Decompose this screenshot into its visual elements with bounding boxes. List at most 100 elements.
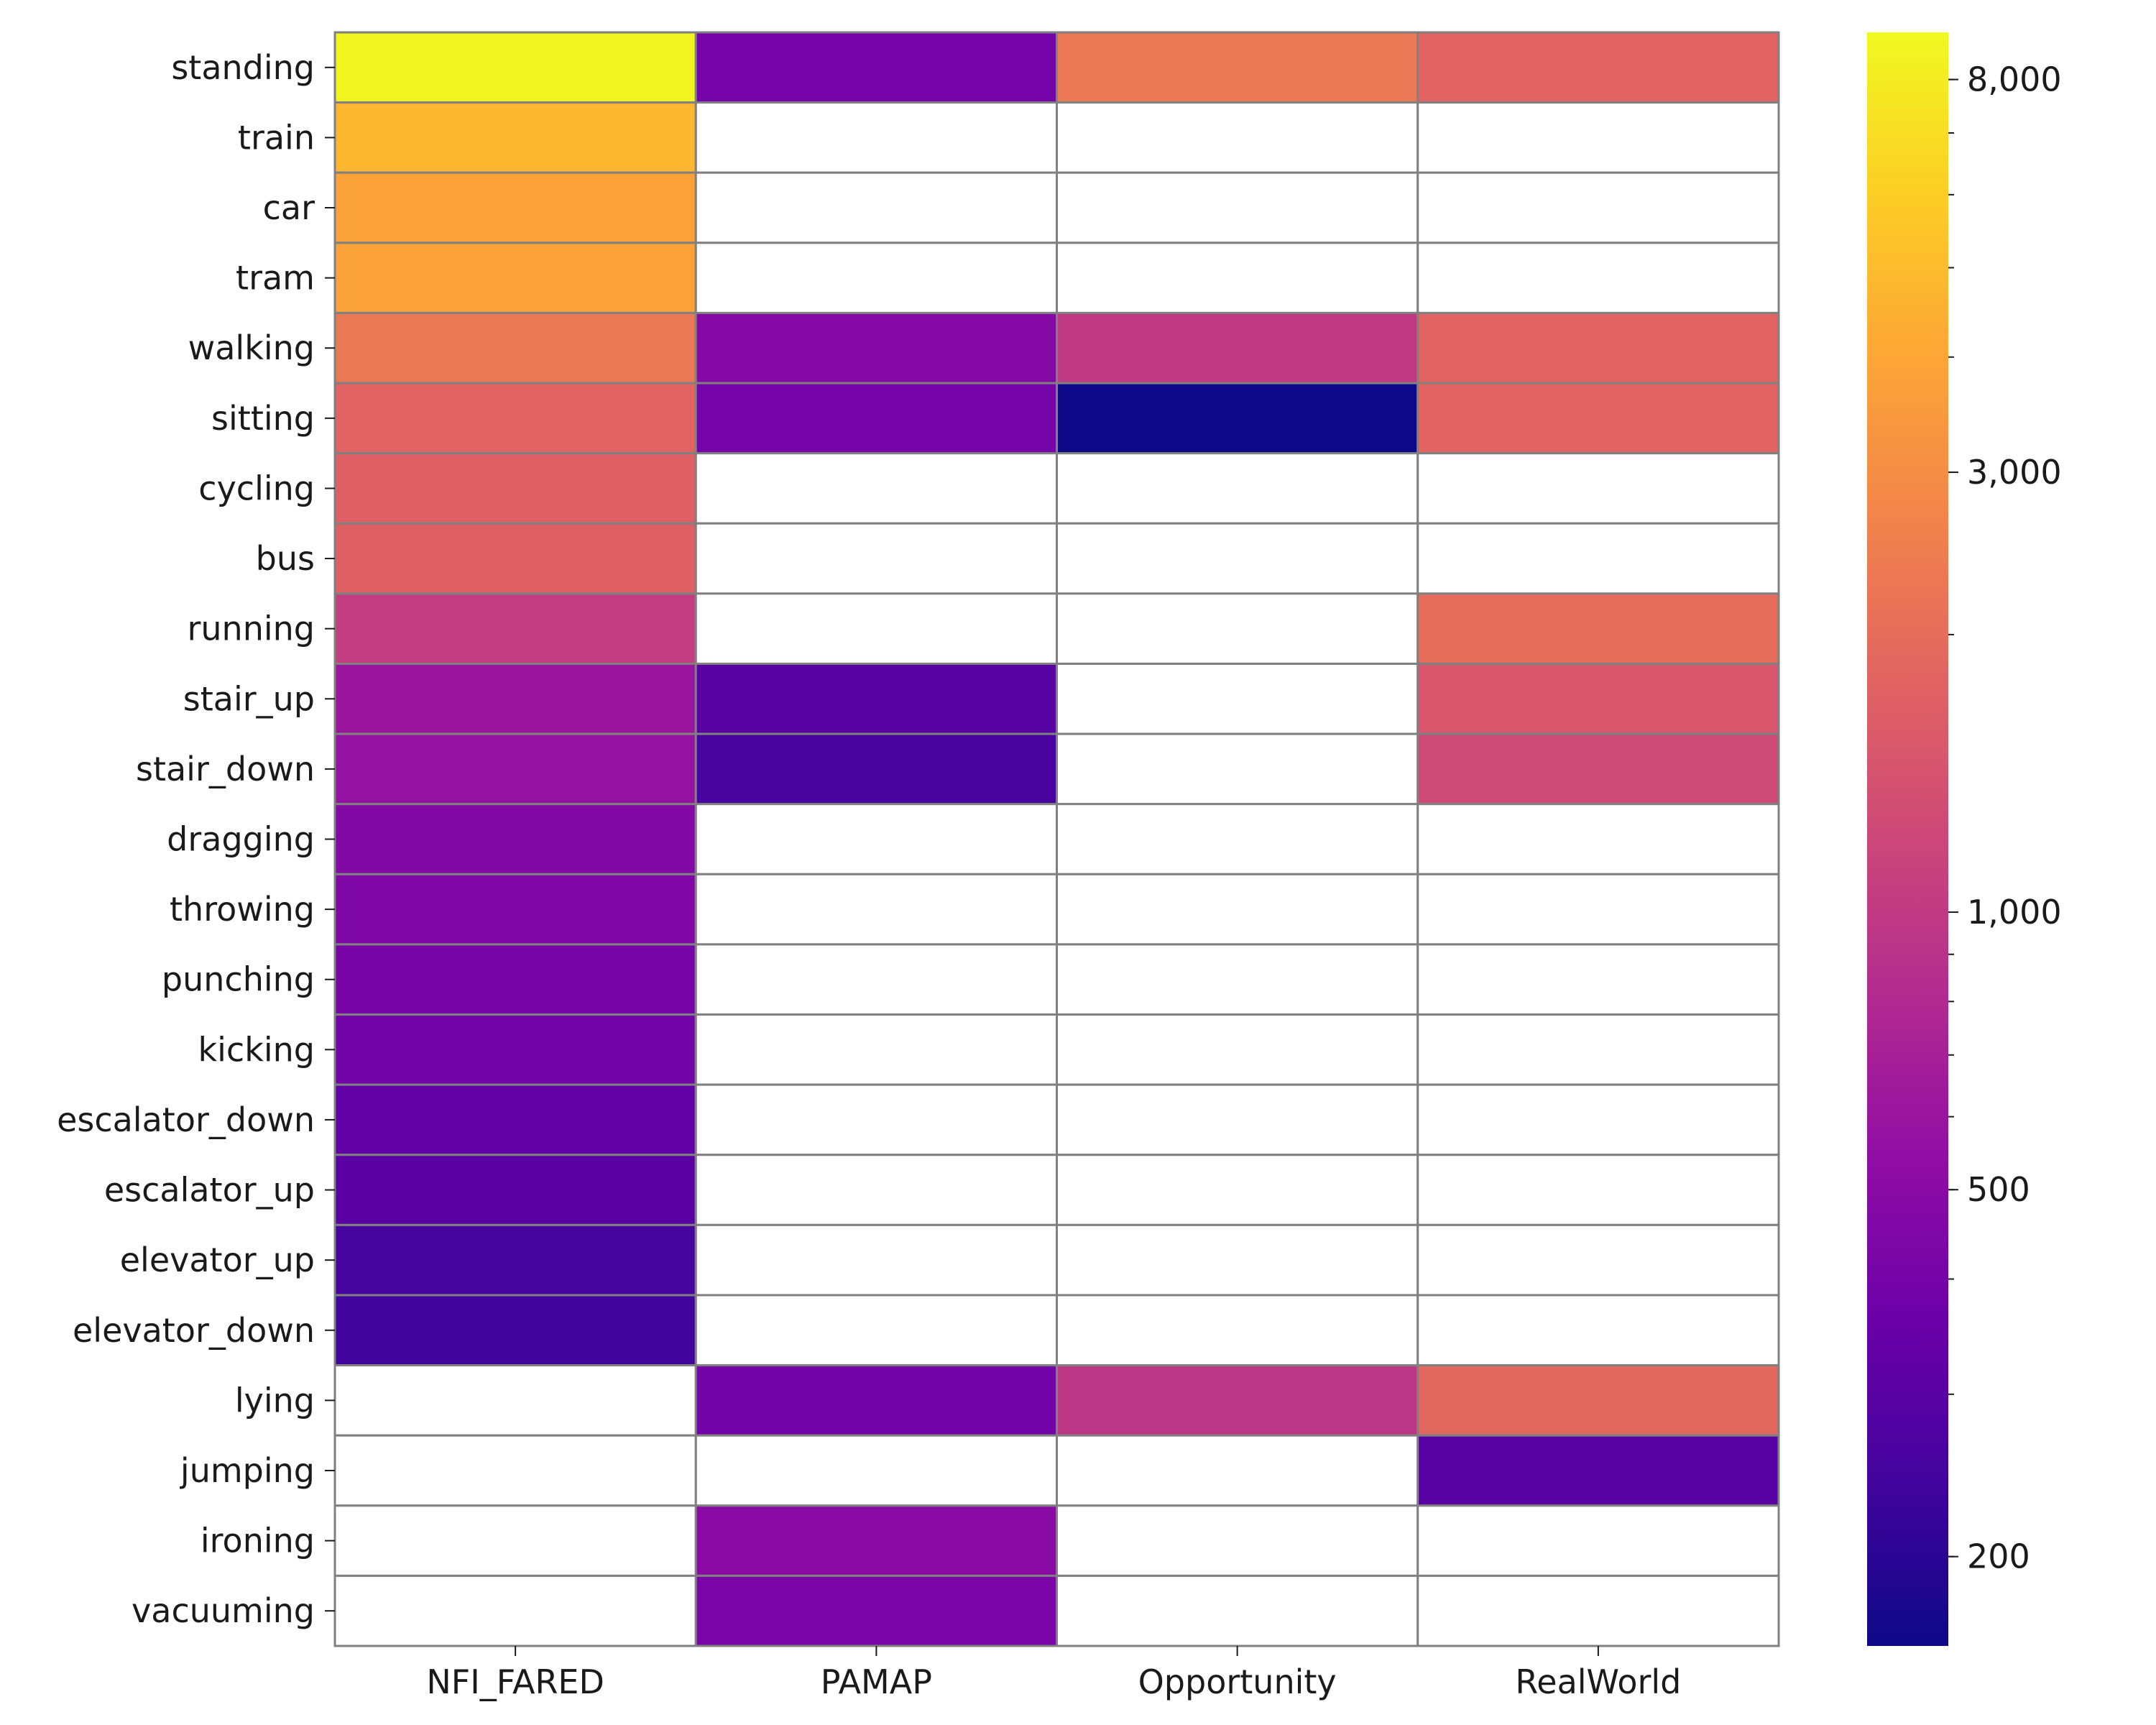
row-label-kicking: kicking (198, 1030, 315, 1069)
colorbar-tick-label: 8,000 (1967, 60, 2062, 99)
row-label-sitting: sitting (211, 399, 315, 438)
cell-dragging-nfi-fared (333, 803, 697, 875)
cell-car-pamap (694, 171, 1058, 244)
row-label-throwing: throwing (170, 890, 315, 929)
row-label-stair-up: stair_up (183, 679, 315, 718)
row-label-vacuuming: vacuuming (132, 1591, 315, 1630)
row-label-standing: standing (171, 48, 315, 87)
cell-standing-nfi-fared (333, 31, 697, 104)
cell-stair-down-realworld (1416, 732, 1780, 806)
cell-walking-realworld (1416, 311, 1780, 385)
cell-escalator-up-opportunity (1056, 1154, 1419, 1226)
column-label-realworld: RealWorld (1515, 1662, 1681, 1701)
column-labels: NFI_FARED PAMAP Opportunity RealWorld (426, 1646, 1681, 1701)
cell-running-nfi-fared (333, 592, 697, 665)
cell-stair-up-realworld (1416, 662, 1780, 735)
row-label-dragging: dragging (167, 820, 315, 859)
cell-sitting-opportunity (1056, 382, 1419, 455)
cell-punching-nfi-fared (333, 943, 697, 1016)
cell-tram-realworld (1416, 242, 1780, 314)
cell-throwing-opportunity (1056, 873, 1419, 946)
cell-stair-down-pamap (694, 732, 1058, 806)
cell-cycling-pamap (694, 452, 1058, 525)
cell-escalator-down-realworld (1416, 1083, 1780, 1156)
cell-ironing-opportunity (1056, 1504, 1419, 1577)
colorbar-tick-label: 500 (1967, 1170, 2030, 1209)
cell-escalator-down-opportunity (1056, 1083, 1419, 1156)
cell-stair-up-pamap (694, 662, 1058, 735)
cell-dragging-realworld (1416, 803, 1780, 875)
heatmap-cells (333, 31, 1780, 1647)
cell-ironing-pamap (694, 1504, 1058, 1577)
row-label-car: car (263, 188, 315, 227)
colorbar-tick-label: 3,000 (1967, 453, 2062, 492)
row-label-punching: punching (162, 960, 315, 999)
cell-elevator-down-realworld (1416, 1294, 1780, 1367)
cell-running-realworld (1416, 592, 1780, 665)
cell-tram-opportunity (1056, 242, 1419, 314)
colorbar: 200 500 1,000 3,000 8,000 (1867, 32, 2062, 1646)
cell-elevator-down-nfi-fared (333, 1294, 697, 1367)
row-label-jumping: jumping (180, 1451, 315, 1490)
cell-elevator-up-opportunity (1056, 1223, 1419, 1297)
cell-elevator-up-realworld (1416, 1223, 1780, 1297)
cell-tram-pamap (694, 242, 1058, 314)
cell-lying-realworld (1416, 1364, 1780, 1437)
cell-stair-up-nfi-fared (333, 662, 697, 735)
cell-throwing-pamap (694, 873, 1058, 946)
row-label-train: train (238, 118, 315, 157)
cell-bus-nfi-fared (333, 522, 697, 595)
cell-sitting-realworld (1416, 382, 1780, 455)
cell-bus-pamap (694, 522, 1058, 595)
row-label-elevator-down: elevator_down (73, 1311, 315, 1350)
cell-cycling-nfi-fared (333, 452, 697, 525)
row-label-tram: tram (236, 259, 315, 298)
cell-jumping-nfi-fared (333, 1434, 697, 1507)
cell-jumping-realworld (1416, 1434, 1780, 1507)
cell-dragging-opportunity (1056, 803, 1419, 875)
cell-lying-pamap (694, 1364, 1058, 1437)
column-label-opportunity: Opportunity (1138, 1662, 1337, 1701)
cell-stair-up-opportunity (1056, 662, 1419, 735)
cell-escalator-up-pamap (694, 1154, 1058, 1226)
cell-running-pamap (694, 592, 1058, 665)
row-label-running: running (187, 610, 315, 648)
cell-bus-realworld (1416, 522, 1780, 595)
cell-elevator-down-pamap (694, 1294, 1058, 1367)
cell-throwing-nfi-fared (333, 873, 697, 946)
cell-train-pamap (694, 101, 1058, 174)
cell-standing-pamap (694, 31, 1058, 104)
cell-vacuuming-realworld (1416, 1574, 1780, 1647)
cell-train-realworld (1416, 101, 1780, 174)
row-label-escalator-down: escalator_down (57, 1100, 315, 1139)
cell-sitting-pamap (694, 382, 1058, 455)
cell-train-nfi-fared (333, 101, 697, 174)
cell-cycling-opportunity (1056, 452, 1419, 525)
cell-sitting-nfi-fared (333, 382, 697, 455)
row-label-cycling: cycling (198, 469, 315, 507)
cell-kicking-pamap (694, 1013, 1058, 1086)
cell-vacuuming-nfi-fared (333, 1574, 697, 1647)
cell-elevator-up-pamap (694, 1223, 1058, 1297)
cell-cycling-realworld (1416, 452, 1780, 525)
cell-kicking-realworld (1416, 1013, 1780, 1086)
cell-jumping-opportunity (1056, 1434, 1419, 1507)
cell-tram-nfi-fared (333, 242, 697, 314)
cell-bus-opportunity (1056, 522, 1419, 595)
cell-standing-opportunity (1056, 31, 1419, 104)
cell-ironing-realworld (1416, 1504, 1780, 1577)
row-label-escalator-up: escalator_up (104, 1171, 315, 1210)
row-label-walking: walking (188, 328, 315, 367)
colorbar-tick-label: 200 (1967, 1537, 2030, 1576)
cell-standing-realworld (1416, 31, 1780, 104)
cell-escalator-down-pamap (694, 1083, 1058, 1156)
cell-walking-opportunity (1056, 311, 1419, 385)
cell-running-opportunity (1056, 592, 1419, 665)
cell-vacuuming-pamap (694, 1574, 1058, 1647)
row-label-bus: bus (256, 539, 315, 578)
row-label-lying: lying (235, 1381, 315, 1420)
column-label-nfi-fared: NFI_FARED (426, 1662, 604, 1701)
cell-kicking-nfi-fared (333, 1013, 697, 1086)
cell-lying-nfi-fared (333, 1364, 697, 1437)
cell-elevator-down-opportunity (1056, 1294, 1419, 1367)
